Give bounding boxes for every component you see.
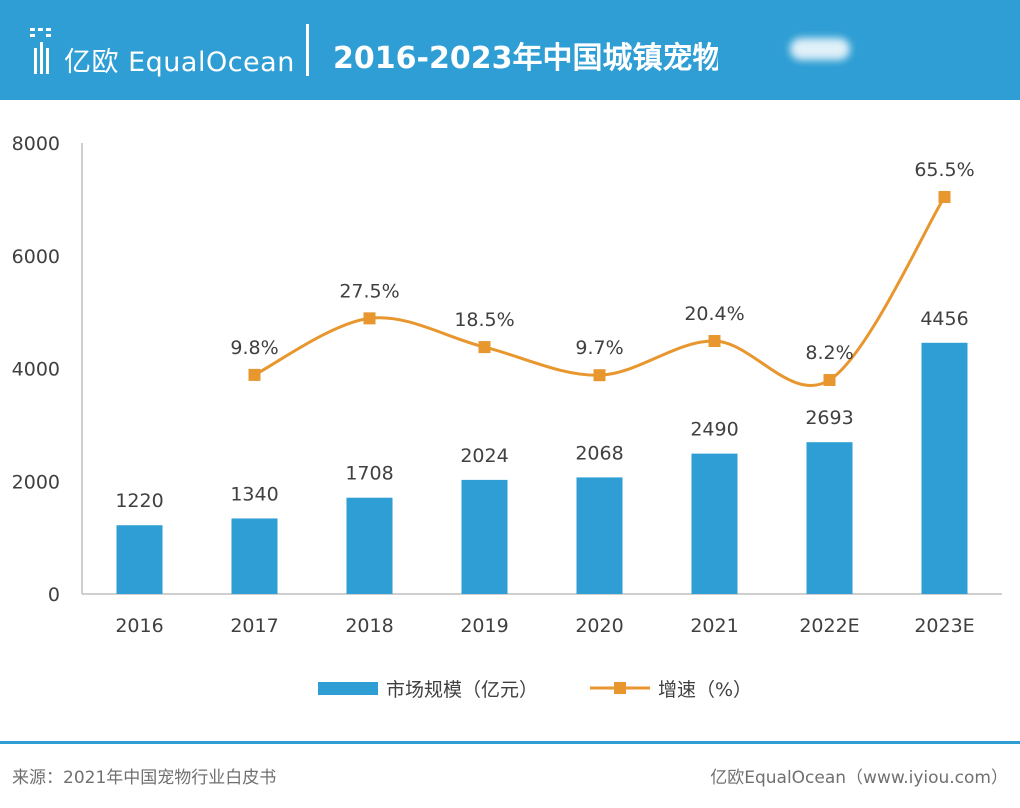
bar	[691, 453, 738, 594]
y-tick-label: 0	[48, 584, 60, 606]
legend-line-label: 增速（%）	[658, 678, 753, 701]
bar	[461, 479, 508, 594]
legend-line-series: 增速（%）	[590, 676, 753, 701]
chart-title: 2016-2023年中国城镇宠物	[333, 41, 718, 76]
growth-value-label: 20.4%	[684, 303, 744, 325]
x-tick-label: 2021	[690, 615, 738, 637]
bar	[921, 342, 968, 594]
y-tick-label: 4000	[12, 359, 60, 381]
growth-marker	[938, 190, 951, 203]
growth-marker	[823, 373, 836, 386]
growth-value-label: 8.2%	[805, 342, 853, 364]
bar-value-label: 2068	[575, 442, 623, 464]
x-tick-label: 2020	[575, 615, 623, 637]
growth-value-label: 65.5%	[914, 159, 974, 181]
growth-value-label: 27.5%	[339, 280, 399, 302]
growth-value-label: 9.7%	[575, 337, 623, 359]
legend-bar-swatch	[318, 681, 378, 695]
bar-value-label: 2693	[805, 407, 853, 429]
y-tick-label: 2000	[12, 471, 60, 493]
source-note: 来源：2021年中国宠物行业白皮书	[12, 768, 277, 788]
bar	[231, 518, 278, 594]
chart-area: 0 2000 4000 6000 8000 2016 2017 2018 2019 2020 202…	[12, 133, 1002, 637]
legend-line-swatch	[590, 682, 650, 694]
bar	[116, 525, 163, 594]
bar	[806, 442, 853, 594]
x-tick-label: 2016	[115, 615, 163, 637]
bar-value-label: 2024	[460, 445, 508, 467]
legend-bar-label: 市场规模（亿元）	[386, 678, 539, 701]
x-tick-label: 2023E	[914, 615, 974, 637]
x-tick-label: 2022E	[799, 615, 859, 637]
growth-value-label: 9.8%	[230, 337, 278, 359]
growth-marker	[593, 369, 606, 382]
x-tick-label: 2017	[230, 615, 278, 637]
bar-value-label: 2490	[690, 419, 738, 441]
bar-value-label: 1708	[345, 463, 393, 485]
bar-value-label: 4456	[920, 308, 968, 330]
footer-divider	[0, 741, 1020, 744]
growth-marker	[708, 335, 721, 348]
y-tick-label: 6000	[12, 246, 60, 268]
x-tick-label: 2018	[345, 615, 393, 637]
header-divider	[306, 24, 309, 76]
bar-value-label: 1340	[230, 483, 278, 505]
growth-marker	[248, 368, 261, 381]
bar	[346, 497, 393, 594]
bar-value-label: 1220	[115, 490, 163, 512]
growth-value-label: 18.5%	[454, 309, 514, 331]
header-banner: 亿欧 EqualOcean 2016-2023年中国城镇宠物	[0, 0, 1020, 100]
growth-marker	[478, 341, 491, 354]
x-tick-label: 2019	[460, 615, 508, 637]
credit-note: 亿欧EqualOcean（www.iyiou.com）	[710, 768, 1008, 788]
y-tick-label: 8000	[12, 133, 60, 155]
legend-bar-series: 市场规模（亿元）	[318, 676, 539, 701]
logo-icon	[30, 28, 51, 74]
bar	[576, 477, 623, 594]
logo-text: 亿欧 EqualOcean	[64, 47, 295, 78]
growth-marker	[363, 312, 376, 325]
blurred-region	[790, 38, 850, 60]
